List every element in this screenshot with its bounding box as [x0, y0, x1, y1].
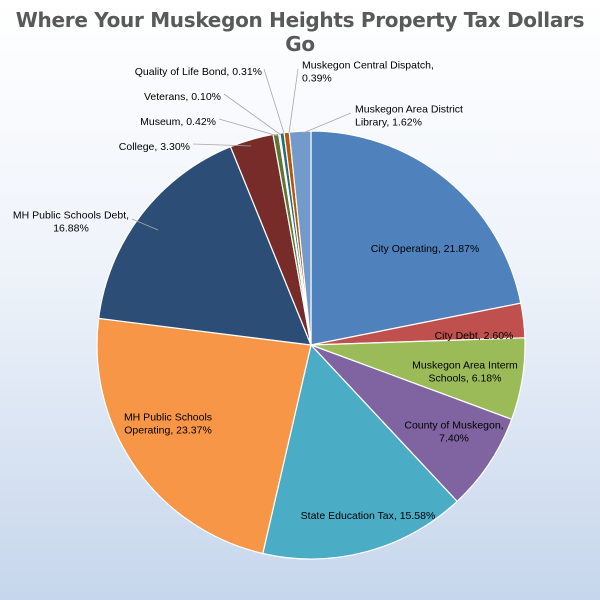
slice-label-state-education-tax: State Education Tax, 15.58%	[301, 510, 436, 522]
slice-label-line: Library, 1.62%	[355, 117, 422, 129]
leader-line-quality-of-life-bond	[263, 68, 285, 134]
slice-label-veterans: Veterans, 0.10%	[144, 91, 221, 103]
pie-slice-mh-public-schools-debt	[97, 145, 312, 346]
leader-line-mh-public-schools-debt	[131, 218, 159, 231]
slice-label-mh-public-schools-operating: MH Public Schools Operating, 23.37%	[124, 412, 212, 437]
slice-label-line: State Education Tax, 15.58%	[301, 510, 436, 522]
slice-label-line: County of Muskegon,	[404, 420, 503, 432]
pie-slice-state-education-tax	[262, 343, 458, 560]
leader-line-museum	[218, 118, 279, 137]
leader-line-college	[192, 143, 252, 147]
slice-label-line: 0.39%	[302, 73, 332, 85]
slice-label-line: Muskegon Area District	[355, 104, 463, 116]
slice-label-line: Veterans, 0.10%	[144, 91, 221, 103]
leader-lines	[131, 68, 352, 231]
slice-label-line: Quality of Life Bond, 0.31%	[135, 66, 262, 78]
leader-line-muskegon-central-dispatch	[288, 68, 299, 134]
slice-label-college: College, 3.30%	[119, 141, 190, 153]
slice-label-line: Museum, 0.42%	[140, 116, 216, 128]
slice-label-line: College, 3.30%	[119, 141, 190, 153]
slice-label-line: 16.88%	[53, 223, 89, 235]
slice-label-muskegon-area-interm-schools: Muskegon Area Interm Schools, 6.18%	[412, 360, 518, 385]
slice-label-muskegon-central-dispatch: Muskegon Central Dispatch, 0.39%	[302, 60, 434, 85]
pie-slices	[96, 130, 526, 560]
slice-label-line: Operating, 23.37%	[124, 425, 212, 437]
slice-label-line: MH Public Schools	[124, 412, 212, 424]
slice-label-quality-of-life-bond: Quality of Life Bond, 0.31%	[135, 66, 262, 78]
slice-label-city-operating: City Operating, 21.87%	[371, 243, 480, 255]
slice-label-line: 7.40%	[439, 433, 469, 445]
chart-title: Where Your Muskegon Heights Property Tax…	[15, 8, 585, 56]
pie-slice-county-of-muskegon	[310, 344, 513, 503]
leader-line-muskegon-area-district-library	[302, 112, 352, 134]
slice-label-line: City Debt, 2.60%	[435, 330, 514, 342]
slice-label-line: MH Public Schools Debt,	[13, 210, 129, 222]
slice-label-county-of-muskegon: County of Muskegon, 7.40%	[404, 420, 503, 445]
pie-slice-city-operating	[310, 130, 522, 346]
pie-slice-mh-public-schools-operating	[96, 317, 312, 555]
slice-label-mh-public-schools-debt: MH Public Schools Debt, 16.88%	[13, 210, 129, 235]
slice-label-museum: Museum, 0.42%	[140, 116, 216, 128]
slice-label-city-debt: City Debt, 2.60%	[435, 330, 514, 342]
slice-label-line: City Operating, 21.87%	[371, 243, 480, 255]
slice-label-line: Schools, 6.18%	[429, 373, 502, 385]
slice-labels: City Operating, 21.87% City Debt, 2.60% Mu…	[13, 60, 518, 523]
slice-label-muskegon-area-district-library: Muskegon Area District Library, 1.62%	[355, 104, 463, 129]
slice-label-line: Muskegon Area Interm	[412, 360, 518, 372]
slice-label-line: Muskegon Central Dispatch,	[302, 60, 434, 72]
leader-line-veterans	[223, 93, 282, 136]
